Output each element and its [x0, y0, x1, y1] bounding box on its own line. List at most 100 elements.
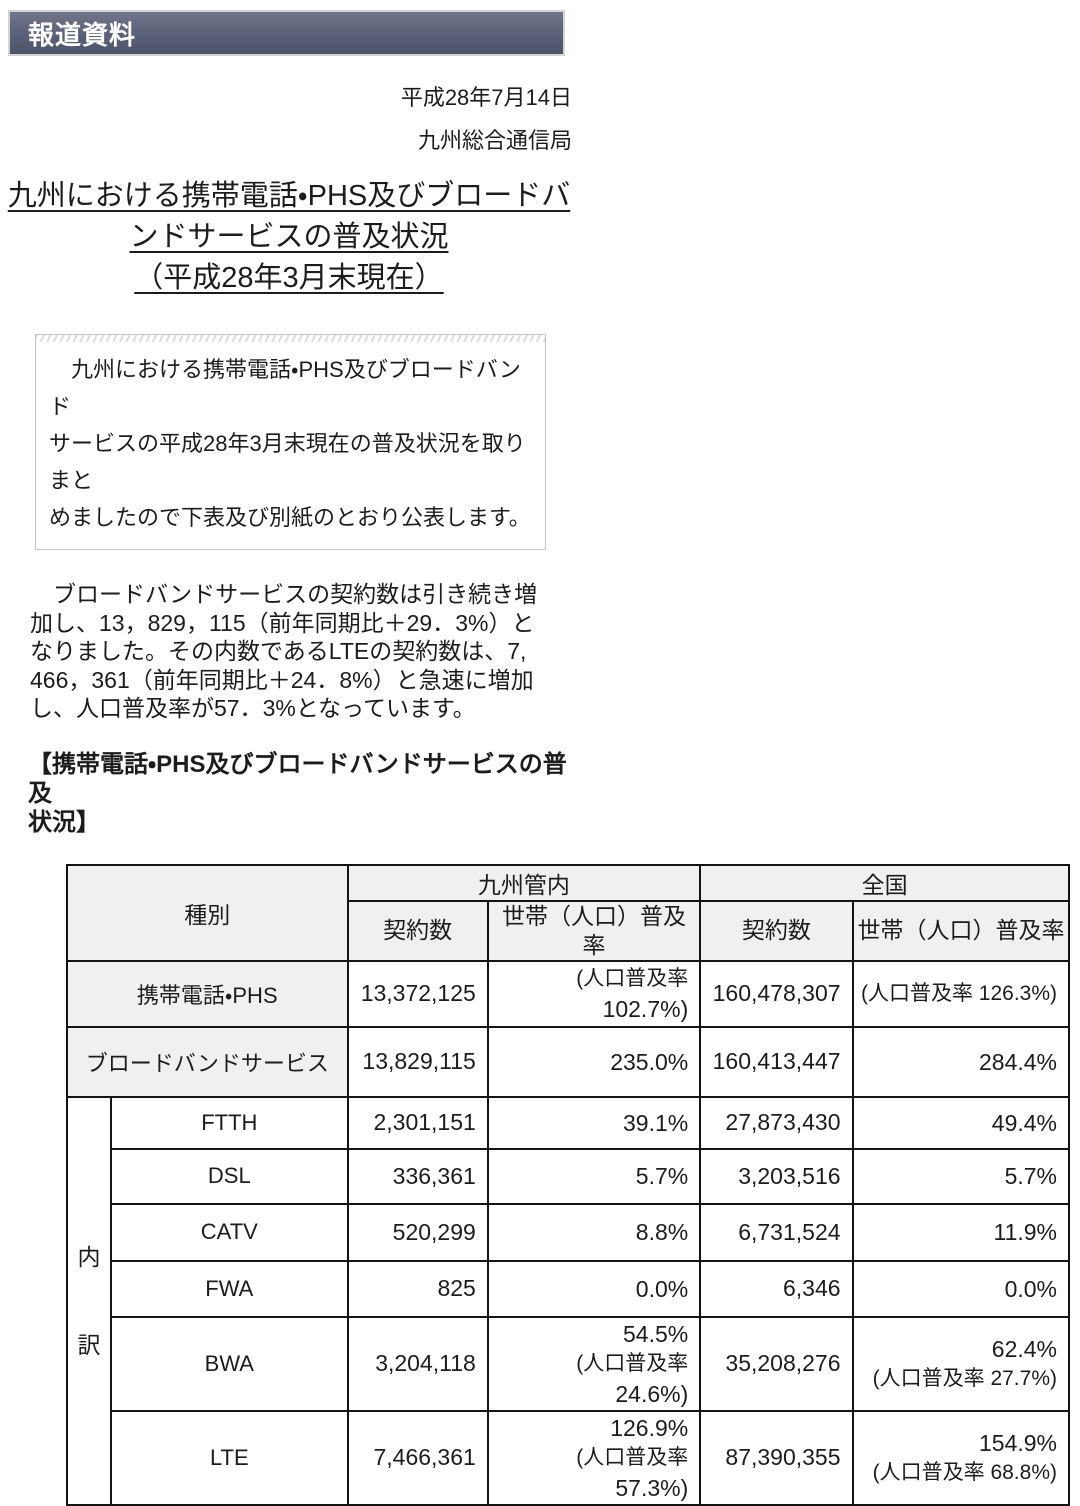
stats-table: 種別 九州管内 全国 契約数 世帯（人口）普及率 契約数 世帯（人口）普及率 携…: [65, 863, 1071, 1506]
penetration-cell: 5.7%: [851, 1147, 1071, 1205]
header-penetration-kyushu: 世帯（人口）普及率: [486, 899, 702, 962]
organization-line: 九州総合通信局: [417, 128, 572, 153]
rate-line: 24.6%): [615, 1380, 689, 1407]
row-label-cell: FWA: [110, 1259, 349, 1318]
penetration-cell: 54.5% (人口普及率 24.6%): [486, 1315, 702, 1412]
text-line: 状況】: [28, 808, 100, 836]
row-label-cell: LTE: [110, 1409, 349, 1506]
rate-line: 284.4%: [978, 1048, 1057, 1075]
penetration-cell: 5.7%: [486, 1147, 702, 1205]
lead-box: 九州における携帯電話・PHS及びブロードバンド サービスの平成28年3月末現在の普…: [35, 334, 546, 550]
press-banner-label: 報道資料: [28, 19, 137, 50]
penetration-cell: 0.0%: [486, 1259, 702, 1318]
rate-line: 235.0%: [610, 1048, 689, 1075]
subscriptions-cell: 7,466,361: [346, 1409, 489, 1506]
section-heading: 【携帯電話・PHS及びブロードバンドサービスの普及 状況】: [28, 750, 576, 837]
text-line: 加し、13，829，115（前年同期比＋29．3%）と: [30, 609, 535, 636]
penetration-cell: (人口普及率 102.7%): [486, 959, 702, 1028]
text-line: し、人口普及率が57．3%となっています。: [30, 695, 476, 722]
header-category: 種別: [66, 863, 349, 962]
rate-line: 8.8%: [635, 1219, 689, 1246]
breakdown-char: 訳: [77, 1331, 101, 1358]
penetration-cell: 11.9%: [851, 1202, 1071, 1262]
table-row: FWA 825 0.0% 6,346 0.0%: [67, 1259, 1071, 1318]
table-row: ブロードバンドサービス 13,829,115 235.0% 160,413,447 28…: [66, 1025, 1071, 1098]
subscriptions-cell: 6,731,524: [699, 1202, 854, 1262]
rate-line: 54.5%: [623, 1320, 689, 1347]
header-penetration-national: 世帯（人口）普及率: [851, 899, 1071, 962]
table-row: 内訳 FTTH 2,301,151 39.1% 27,873,430 49.4%: [65, 1095, 1071, 1506]
row-label-cell: ブロードバンドサービス: [66, 1025, 349, 1098]
penetration-cell: 235.0%: [486, 1025, 702, 1098]
penetration-cell: 49.4%: [851, 1095, 1071, 1150]
rate-line: 0.0%: [635, 1275, 689, 1302]
text-line: ンドサービスの普及状況: [129, 221, 449, 253]
rate-line: 57.3%): [615, 1474, 689, 1501]
text-line: なりました。その内数であるLTEの契約数は、7,: [30, 638, 527, 665]
penetration-cell: 0.0%: [851, 1259, 1071, 1318]
subscriptions-cell: 160,413,447: [699, 1025, 854, 1098]
subscriptions-cell: 35,208,276: [699, 1315, 854, 1412]
text-line: 九州における携帯電話・PHS及びブロードバ: [7, 180, 571, 212]
table-row: LTE 7,466,361 126.9% (人口普及率 57.3%) 87,390,355…: [67, 1409, 1071, 1506]
header-subscriptions-kyushu: 契約数: [346, 899, 489, 962]
rate-line: 11.9%: [993, 1219, 1057, 1246]
rate-line: 102.7%): [602, 995, 689, 1022]
subscriptions-cell: 520,299: [346, 1202, 489, 1262]
penetration-cell: 62.4% (人口普及率 27.7%): [851, 1315, 1071, 1412]
text-line: めましたので下表及び別紙のとおり公表します。: [49, 505, 531, 530]
penetration-cell: 8.8%: [486, 1202, 702, 1262]
document-meta: 平成28年7月14日 九州総合通信局: [0, 86, 572, 153]
date-line: 平成28年7月14日: [400, 85, 572, 110]
table-row: BWA 3,204,118 54.5% (人口普及率 24.6%) 35,208,276 6…: [67, 1315, 1071, 1412]
rate-line: 154.9%: [978, 1429, 1057, 1456]
breakdown-char: 内: [77, 1243, 101, 1270]
rate-line: 49.4%: [991, 1109, 1057, 1136]
press-banner: 報道資料: [8, 10, 565, 56]
subscriptions-cell: 825: [346, 1259, 489, 1318]
rate-line: 39.1%: [623, 1109, 689, 1136]
subscriptions-cell: 160,478,307: [699, 959, 854, 1028]
rate-line: 5.7%: [635, 1163, 689, 1190]
document-title: 九州における携帯電話・PHS及びブロードバ ンドサービスの普及状況 （平成28年3月…: [0, 176, 578, 299]
penetration-cell: 39.1%: [486, 1095, 702, 1150]
subscriptions-cell: 27,873,430: [699, 1095, 854, 1150]
subscriptions-cell: 2,301,151: [346, 1095, 489, 1150]
subscriptions-cell: 336,361: [346, 1147, 489, 1205]
row-label-cell: FTTH: [110, 1095, 349, 1150]
rate-line: 0.0%: [1004, 1275, 1057, 1302]
subscriptions-cell: 3,203,516: [699, 1147, 854, 1205]
header-subscriptions-national: 契約数: [699, 899, 854, 962]
text-line: 九州における携帯電話・PHS及びブロードバンド: [49, 357, 521, 419]
text-line: 466，361（前年同期比＋24．8%）と急速に増加: [30, 666, 534, 693]
penetration-cell: 154.9% (人口普及率 68.8%): [851, 1409, 1071, 1506]
text-line: サービスの平成28年3月末現在の普及状況を取りまと: [49, 431, 526, 493]
body-paragraph: ブロードバンドサービスの契約数は引き続き増 加し、13，829，115（前年同期比…: [30, 580, 558, 723]
row-label-cell: CATV: [110, 1202, 349, 1262]
header-region-kyushu: 九州管内: [346, 863, 702, 902]
penetration-cell: (人口普及率 126.3%): [851, 959, 1071, 1028]
text-line: （平成28年3月末現在）: [134, 262, 444, 294]
rate-line: 5.7%: [1004, 1163, 1057, 1190]
table-row: DSL 336,361 5.7% 3,203,516 5.7%: [67, 1147, 1071, 1205]
table-row: 携帯電話・PHS 13,372,125 (人口普及率 102.7%) 160,478,3…: [66, 959, 1071, 1028]
table-body: 携帯電話・PHS 13,372,125 (人口普及率 102.7%) 160,478,3…: [65, 959, 1071, 1506]
penetration-cell: 284.4%: [851, 1025, 1071, 1098]
rate-line: (人口普及率 27.7%): [872, 1366, 1057, 1390]
breakdown-vertical-label: 内訳: [65, 1095, 113, 1506]
rate-line: (人口普及率 68.8%): [872, 1460, 1057, 1484]
rate-line: 62.4%: [991, 1335, 1057, 1362]
row-label-cell: 携帯電話・PHS: [66, 959, 349, 1028]
rate-line: (人口普及率: [576, 966, 689, 990]
subscriptions-cell: 13,372,125: [346, 959, 489, 1028]
subscriptions-cell: 13,829,115: [346, 1025, 489, 1098]
subscriptions-cell: 6,346: [699, 1259, 854, 1318]
row-label-cell: BWA: [110, 1315, 349, 1412]
rate-line: (人口普及率 126.3%): [860, 981, 1057, 1005]
rate-line: 126.9%: [610, 1414, 689, 1441]
subscriptions-cell: 3,204,118: [346, 1315, 489, 1412]
penetration-cell: 126.9% (人口普及率 57.3%): [486, 1409, 702, 1506]
text-line: ブロードバンドサービスの契約数は引き続き増: [30, 581, 538, 607]
subscriptions-cell: 87,390,355: [699, 1409, 854, 1506]
rate-line: (人口普及率: [576, 1351, 689, 1375]
